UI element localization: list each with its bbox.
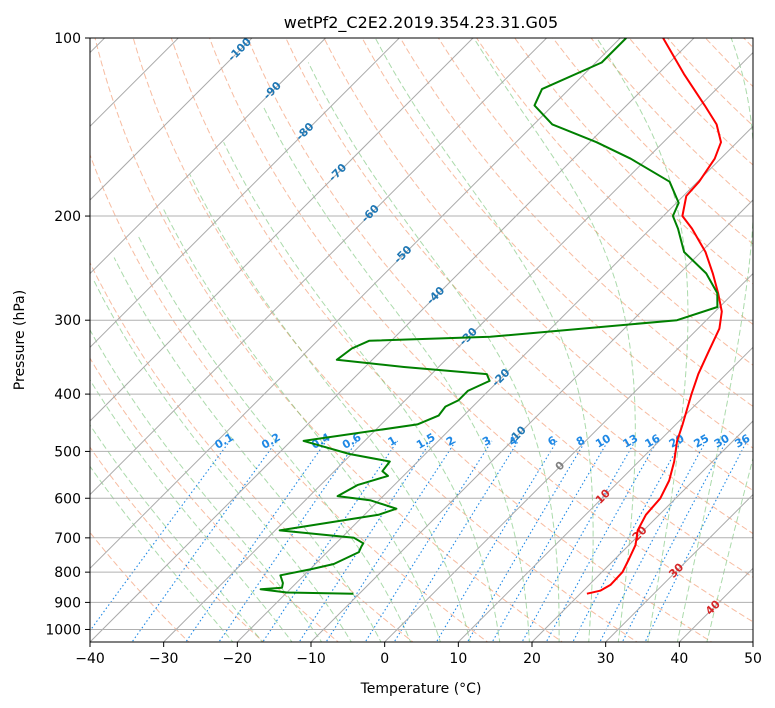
isotherm-line	[90, 38, 327, 275]
isotherm-line	[236, 125, 753, 642]
isotherm-line	[90, 38, 474, 422]
dry-adiabat-line	[323, 38, 753, 492]
mixing-ratio-line	[131, 440, 278, 642]
mixing-ratio-line	[325, 440, 457, 642]
isotherm-line	[310, 199, 753, 642]
dry-adiabat-line	[399, 38, 753, 408]
y-axis-title: Pressure (hPa)	[12, 290, 28, 390]
moist-adiabat-line	[92, 278, 352, 642]
isotherm-line	[457, 346, 753, 642]
isotherm-line	[90, 38, 401, 349]
isotherm-line	[162, 51, 753, 642]
mixing-ratio-line	[298, 440, 432, 642]
moist-adiabat-line	[596, 38, 689, 642]
moist-adiabat-line	[137, 234, 412, 642]
y-tick-label: 200	[54, 209, 81, 225]
y-tick-label: 900	[54, 595, 81, 611]
moist-adiabat-line	[90, 424, 264, 642]
isotherm-line	[383, 272, 753, 642]
moist-adiabat-line	[223, 141, 501, 642]
isotherm-line	[90, 38, 695, 642]
moist-adiabat-line	[262, 105, 530, 642]
moist-adiabat-line	[90, 329, 323, 642]
isotherm-line	[90, 38, 622, 570]
x-tick-label: −40	[75, 651, 105, 667]
mixing-ratio-line	[364, 440, 493, 642]
moist-adiabat-line	[374, 38, 594, 642]
moist-adiabat-line	[113, 257, 382, 642]
isotherm-line	[752, 641, 753, 642]
mixing-ratio-line	[572, 440, 682, 642]
y-tick-label: 400	[54, 387, 81, 403]
x-tick-label: 0	[380, 651, 389, 667]
plot-frame	[89, 37, 754, 643]
y-tick-label: 1000	[45, 622, 81, 638]
x-tick-label: −30	[149, 651, 179, 667]
dry-adiabat-line	[247, 38, 753, 578]
isotherm-line	[90, 38, 548, 496]
isotherm-line	[604, 493, 753, 642]
moist-adiabat-line	[473, 38, 636, 642]
y-tick-label: 300	[54, 313, 81, 329]
dry-adiabat-line	[769, 25, 775, 645]
y-tick-label: 700	[54, 531, 81, 547]
x-tick-label: 10	[449, 651, 467, 667]
chart-title: wetPf2_C2E2.2019.354.23.31.G05	[284, 13, 558, 33]
moist-adiabat-line	[163, 209, 441, 642]
dry-adiabat-line	[208, 38, 753, 623]
mixing-ratio-line	[262, 440, 399, 642]
mixing-ratio-line	[599, 440, 707, 642]
x-tick-label: 40	[670, 651, 688, 667]
dewpoint-profile-line	[259, 38, 719, 595]
moist-adiabat-line	[189, 174, 471, 642]
y-tick-label: 100	[54, 31, 81, 47]
temperature-profile-line	[586, 38, 723, 595]
x-tick-label: 30	[597, 651, 615, 667]
mixing-ratio-line	[393, 440, 519, 642]
isotherm-line	[531, 420, 753, 642]
mixing-ratio-line	[491, 440, 609, 642]
dry-adiabat-line	[437, 38, 753, 366]
x-tick-label: 20	[523, 651, 541, 667]
dry-adiabat-line	[285, 38, 753, 535]
y-tick-label: 800	[54, 565, 81, 581]
y-tick-label: 600	[54, 491, 81, 507]
x-tick-label: −10	[296, 651, 326, 667]
mixing-ratio-line	[435, 440, 558, 642]
y-tick-label: 500	[54, 444, 81, 460]
x-tick-label: −20	[223, 651, 253, 667]
x-axis-title: Temperature (°C)	[360, 681, 482, 697]
isotherm-line	[90, 38, 253, 201]
dry-adiabat-line	[90, 153, 489, 642]
moist-adiabat-line	[90, 465, 234, 642]
x-tick-label: 50	[744, 651, 762, 667]
mixing-ratio-line	[545, 440, 658, 642]
moist-adiabat-line	[676, 38, 753, 642]
